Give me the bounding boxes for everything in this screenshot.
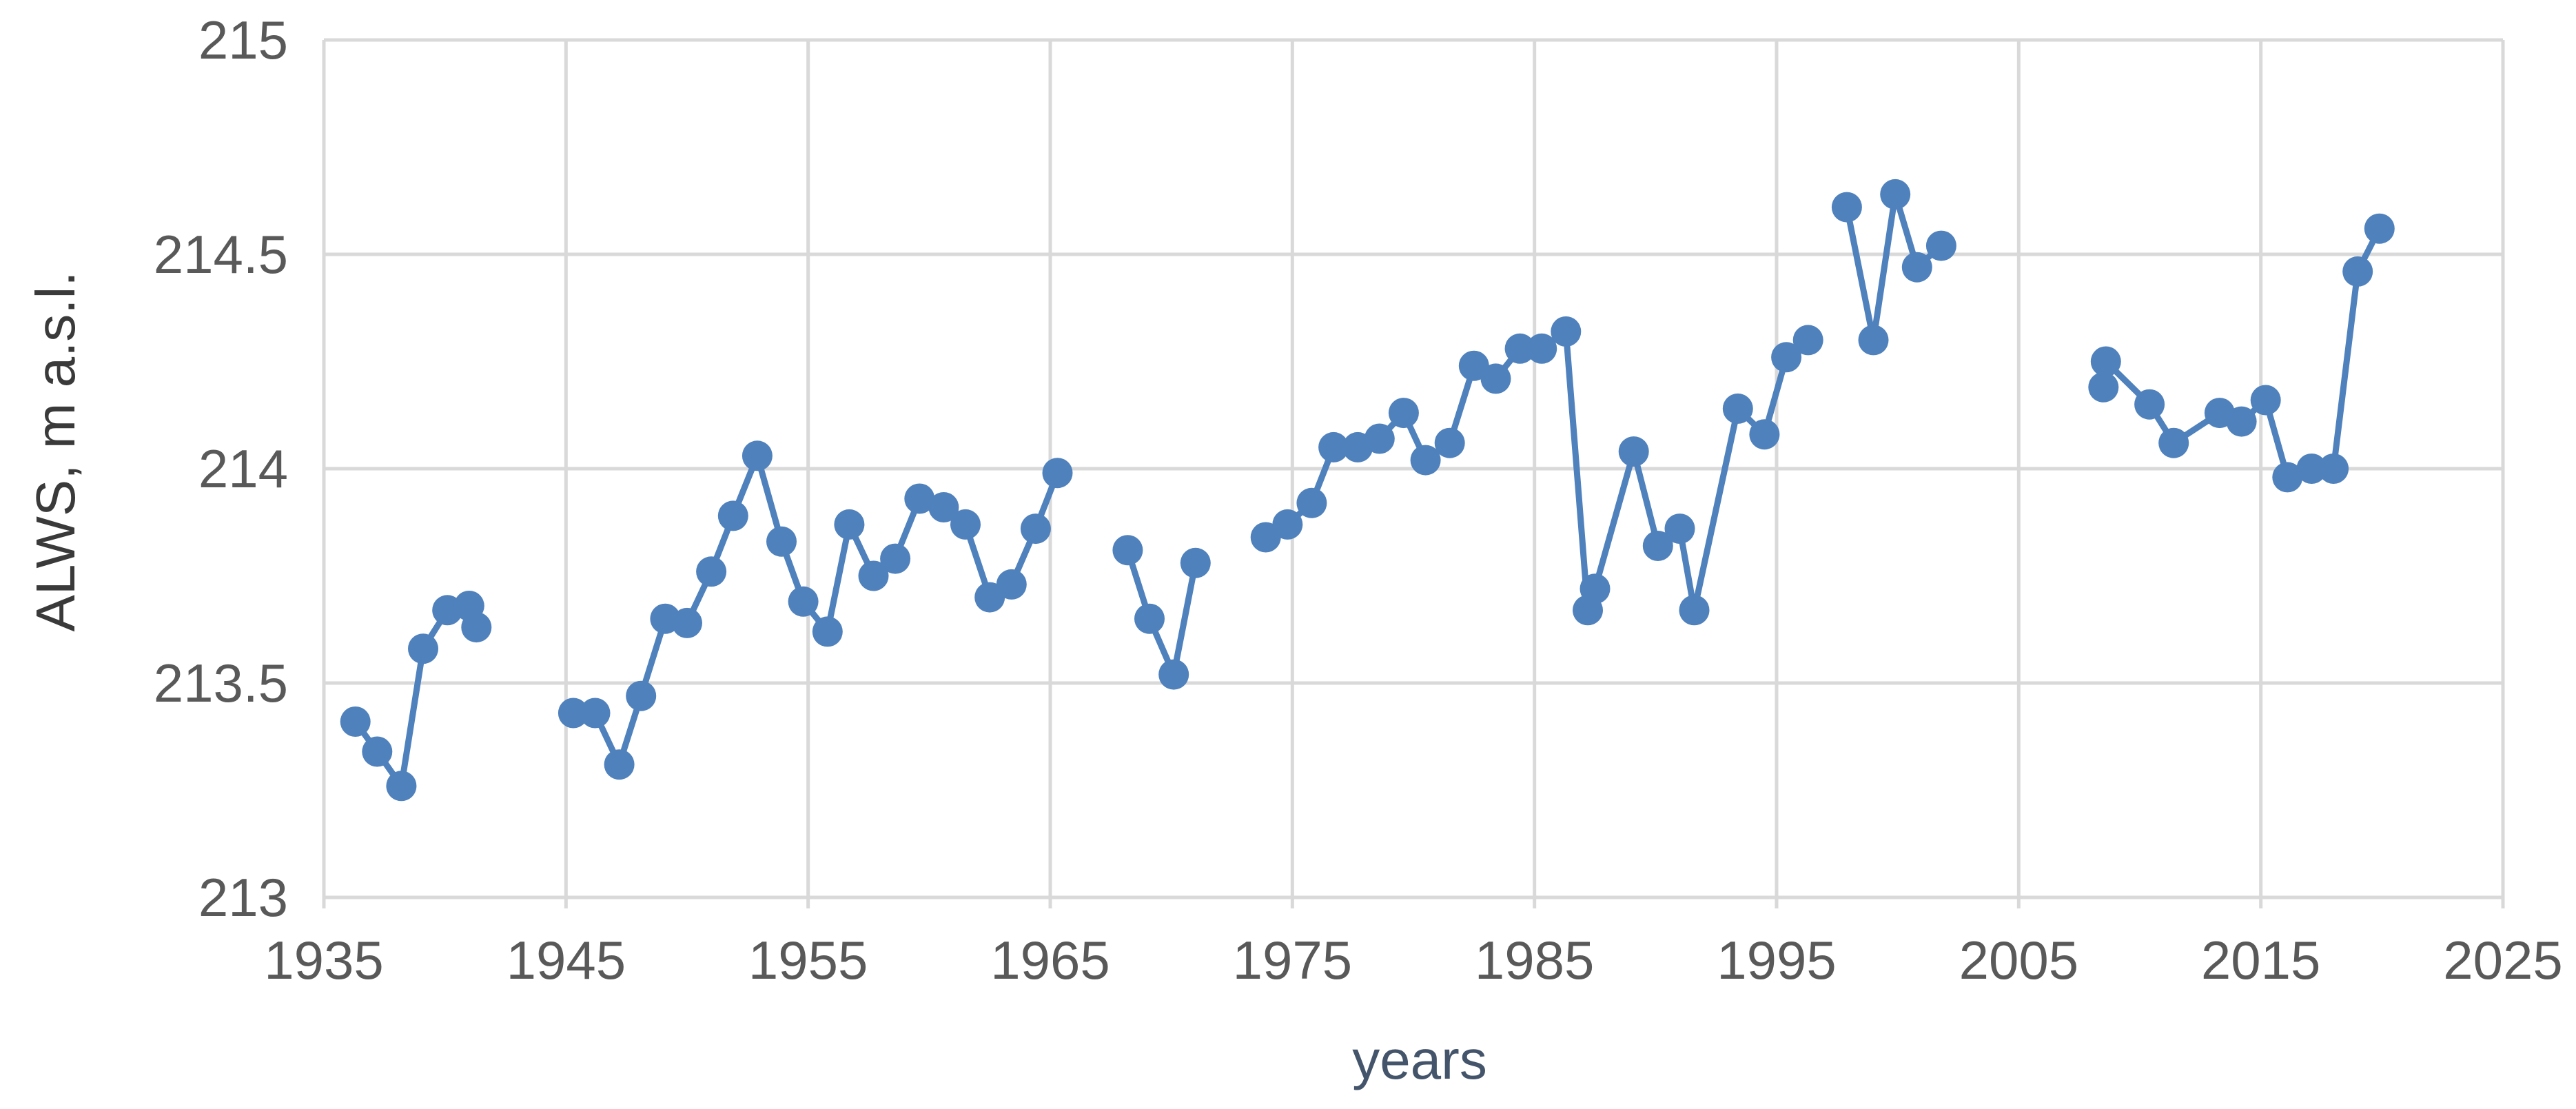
data-point xyxy=(2134,389,2165,420)
data-point xyxy=(696,556,727,587)
data-point xyxy=(1458,350,1489,381)
data-point xyxy=(950,509,981,540)
data-point xyxy=(2226,406,2257,437)
data-point xyxy=(1642,531,1673,561)
data-point xyxy=(2090,346,2121,377)
data-point xyxy=(1551,316,1582,347)
data-point xyxy=(2342,256,2373,287)
data-point xyxy=(672,607,702,638)
data-point xyxy=(580,698,611,729)
data-point xyxy=(340,706,371,737)
x-tick-label: 1965 xyxy=(990,930,1110,990)
y-tick-label: 213 xyxy=(198,867,288,928)
data-point xyxy=(1158,659,1189,690)
data-point xyxy=(1679,595,1710,626)
data-point xyxy=(996,569,1027,600)
data-point xyxy=(834,509,865,540)
data-point xyxy=(1318,431,1349,462)
data-point xyxy=(1618,436,1649,467)
data-point xyxy=(1388,398,1419,429)
x-tick-label: 1985 xyxy=(1475,930,1595,990)
series-line-segment-2 xyxy=(1124,547,1199,678)
data-point xyxy=(1580,573,1611,604)
y-axis-title: ALWS, m a.s.l. xyxy=(25,271,86,631)
y-tick-label: 214 xyxy=(198,438,288,499)
data-point xyxy=(1858,325,1889,356)
data-point xyxy=(1925,230,1956,261)
data-point xyxy=(1272,509,1303,540)
y-tick-label: 213.5 xyxy=(154,653,288,713)
series-line-segment-3 xyxy=(1263,328,1812,613)
data-point xyxy=(717,500,748,531)
data-point xyxy=(558,698,589,729)
y-tick-label: 214.5 xyxy=(154,224,288,285)
x-axis-tick-labels: 1935 1945 1955 1965 1975 1985 1995 2005 2015 2025 xyxy=(264,930,2563,990)
data-point xyxy=(2250,385,2281,416)
data-point xyxy=(1112,535,1143,566)
data-point xyxy=(1771,342,1802,373)
y-axis-tick-labels: 213 213.5 214 214.5 215 xyxy=(154,10,288,928)
data-point xyxy=(1296,487,1327,518)
data-point xyxy=(1480,363,1511,394)
data-point xyxy=(1020,513,1051,545)
data-point xyxy=(812,616,843,647)
x-tick-label: 1935 xyxy=(264,930,384,990)
x-tick-label: 2015 xyxy=(2201,930,2321,990)
gridlines xyxy=(322,38,2505,908)
x-tick-label: 1945 xyxy=(507,930,626,990)
x-tick-label: 1995 xyxy=(1717,930,1837,990)
data-point xyxy=(742,440,773,471)
data-point xyxy=(461,612,492,643)
x-tick-label: 2025 xyxy=(2443,930,2563,990)
y-tick-label: 215 xyxy=(198,10,288,70)
data-point xyxy=(1792,325,1823,356)
data-point xyxy=(766,526,797,557)
data-point xyxy=(1434,427,1465,458)
data-point xyxy=(1180,547,1211,578)
data-point xyxy=(1134,603,1165,634)
data-point xyxy=(858,560,889,591)
data-point xyxy=(880,543,911,574)
data-point xyxy=(1722,393,1753,424)
data-point xyxy=(2318,454,2349,484)
data-point xyxy=(2158,427,2189,458)
data-point xyxy=(928,492,959,522)
data-point xyxy=(604,749,635,780)
data-point xyxy=(788,586,819,617)
data-series xyxy=(340,179,2395,802)
x-tick-label: 2005 xyxy=(1959,930,2079,990)
x-tick-label: 1975 xyxy=(1233,930,1353,990)
data-point xyxy=(1901,252,1932,283)
x-axis-title: years xyxy=(1352,1029,1487,1090)
data-point xyxy=(362,736,393,767)
data-point xyxy=(2364,213,2395,244)
data-point xyxy=(1364,423,1395,454)
data-point xyxy=(1831,192,1862,223)
data-point xyxy=(1526,333,1557,364)
data-point xyxy=(408,633,438,664)
data-point xyxy=(1880,179,1911,210)
data-point xyxy=(626,680,657,711)
data-point xyxy=(2088,372,2119,403)
data-point xyxy=(904,483,935,514)
series-line-segment-5 xyxy=(2100,225,2383,480)
data-point xyxy=(386,771,417,802)
series-line-segment-1 xyxy=(570,452,1061,768)
data-point xyxy=(1042,458,1073,489)
data-point xyxy=(1410,445,1441,476)
data-point xyxy=(1749,419,1780,450)
data-point xyxy=(1504,333,1535,364)
data-point xyxy=(2296,454,2327,484)
x-tick-label: 1955 xyxy=(748,930,868,990)
data-point xyxy=(1664,513,1695,545)
data-point xyxy=(2272,462,2303,493)
